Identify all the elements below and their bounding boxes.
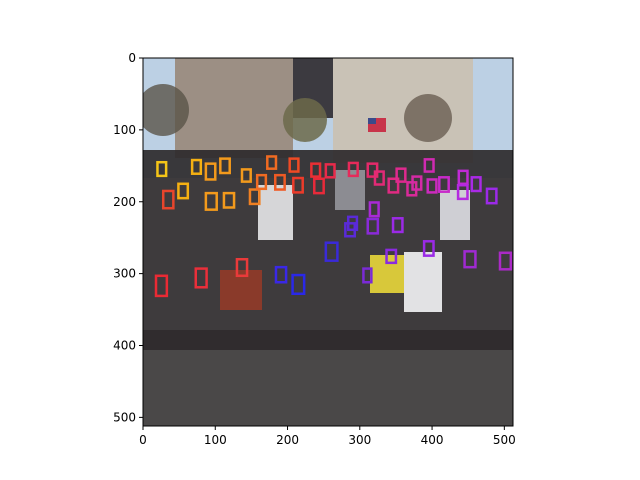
detection-box (411, 175, 423, 191)
crowd-shirt-white (258, 185, 293, 240)
detection-box (347, 161, 359, 178)
y-tick-label: 0 (128, 51, 136, 65)
detection-box (324, 163, 336, 179)
crowd-shirt-white-2 (404, 252, 442, 312)
detection-box (288, 157, 300, 173)
detection-box (222, 191, 236, 209)
building-right (333, 58, 473, 163)
detection-box (190, 158, 203, 175)
detection-box (240, 168, 252, 183)
detection-box (368, 201, 380, 218)
detection-box (426, 178, 438, 194)
detection-box (274, 265, 288, 284)
detection-box (470, 176, 482, 193)
x-tick-label: 200 (276, 433, 299, 447)
x-tick-label: 300 (348, 433, 371, 447)
y-tick-label: 500 (113, 410, 136, 424)
x-tick-label: 100 (204, 433, 227, 447)
y-tick-label: 100 (113, 123, 136, 137)
tree-right (404, 94, 452, 142)
detection-box (177, 182, 190, 200)
detection-box (291, 273, 306, 295)
detection-box (438, 176, 450, 193)
detection-box (485, 187, 498, 205)
detection-box (255, 173, 268, 191)
detection-box (324, 241, 339, 262)
detection-box (391, 217, 404, 234)
detection-box (313, 177, 325, 195)
detection-box (273, 173, 286, 191)
detection-box (498, 251, 513, 271)
detection-box (235, 258, 249, 278)
detection-box (219, 157, 231, 175)
detection-box (457, 169, 469, 186)
detection-box (362, 267, 373, 284)
detection-box (204, 162, 217, 181)
crowd-shirt-yellow (370, 255, 406, 293)
detection-box (456, 183, 469, 201)
detection-box (204, 191, 218, 211)
axes-frame (142, 57, 514, 427)
x-tick-label: 400 (421, 433, 444, 447)
detection-box (248, 188, 261, 206)
detection-box (366, 217, 380, 235)
detection-box (194, 267, 208, 289)
detection-box (387, 177, 400, 194)
detection-box (156, 160, 168, 178)
image-area (142, 57, 514, 427)
detection-box (463, 250, 477, 269)
x-tick-label: 0 (139, 433, 147, 447)
detection-box (373, 170, 385, 186)
detection-box (292, 176, 304, 194)
flag-canton (368, 118, 376, 124)
detection-box (154, 274, 169, 298)
y-tick-label: 200 (113, 195, 136, 209)
y-tick-label: 300 (113, 267, 136, 281)
detection-box (385, 248, 398, 265)
detection-box (395, 167, 407, 183)
crowd (143, 150, 513, 350)
y-tick-label: 400 (113, 339, 136, 353)
tree-center (283, 98, 327, 142)
detection-boxes (154, 155, 513, 298)
detection-box (422, 240, 435, 257)
x-axis: 0 100 200 300 400 500 (139, 426, 516, 447)
tree-left (143, 84, 189, 136)
detection-box (423, 158, 435, 173)
detection-box (266, 155, 278, 170)
detection-box (344, 222, 356, 238)
x-tick-label: 500 (493, 433, 516, 447)
detection-box (366, 162, 379, 178)
photo (143, 58, 513, 426)
crowd-shirt-white-3 (440, 190, 470, 240)
building-left (175, 58, 293, 158)
detection-box (161, 189, 175, 210)
detection-box (310, 162, 322, 178)
y-axis: 0 100 200 300 400 500 (113, 51, 143, 424)
